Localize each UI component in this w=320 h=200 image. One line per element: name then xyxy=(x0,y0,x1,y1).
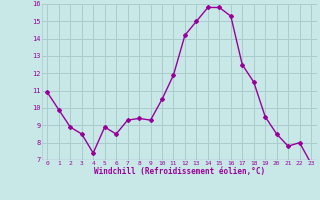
X-axis label: Windchill (Refroidissement éolien,°C): Windchill (Refroidissement éolien,°C) xyxy=(94,167,265,176)
